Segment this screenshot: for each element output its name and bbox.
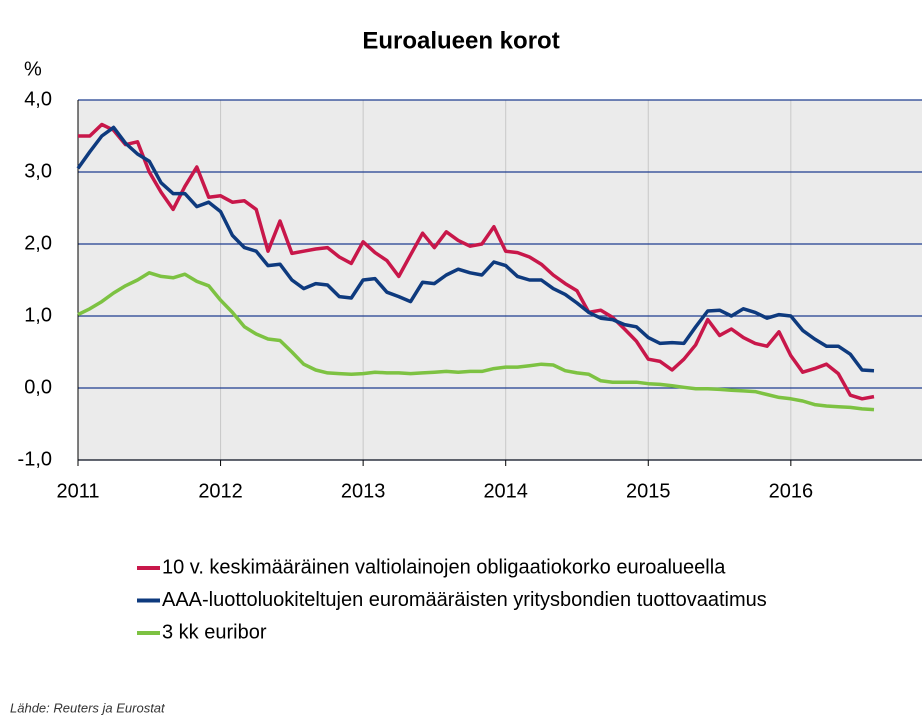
y-tick-label: 2,0 [24,232,52,254]
x-tick-label: 2013 [341,480,386,502]
x-tick-label: 2012 [198,480,243,502]
x-tick-label: 2011 [56,480,99,502]
legend-label: 10 v. keskimääräinen valtiolainojen obli… [162,556,726,578]
y-axis-label: % [24,58,42,80]
legend-label: 3 kk euribor [162,621,267,643]
series-line [76,125,875,373]
y-tick-label: 1,0 [24,304,52,326]
plot-area [78,100,922,460]
y-tick-label: 0,0 [24,376,52,398]
source-note: Lähde: Reuters ja Eurostat [10,700,166,715]
series-line [78,122,875,401]
y-tick-label: 3,0 [24,160,52,182]
x-tick-label: 2016 [769,480,814,502]
legend-label: AAA-luottoluokiteltujen euromääräisten y… [162,589,767,611]
series-line [77,271,875,412]
x-tick-label: 2014 [483,480,528,502]
x-tick-label: 2015 [626,480,671,502]
y-tick-label: -1,0 [18,448,52,470]
y-tick-label: 4,0 [24,88,52,110]
chart-title: Euroalueen korot [362,27,559,54]
